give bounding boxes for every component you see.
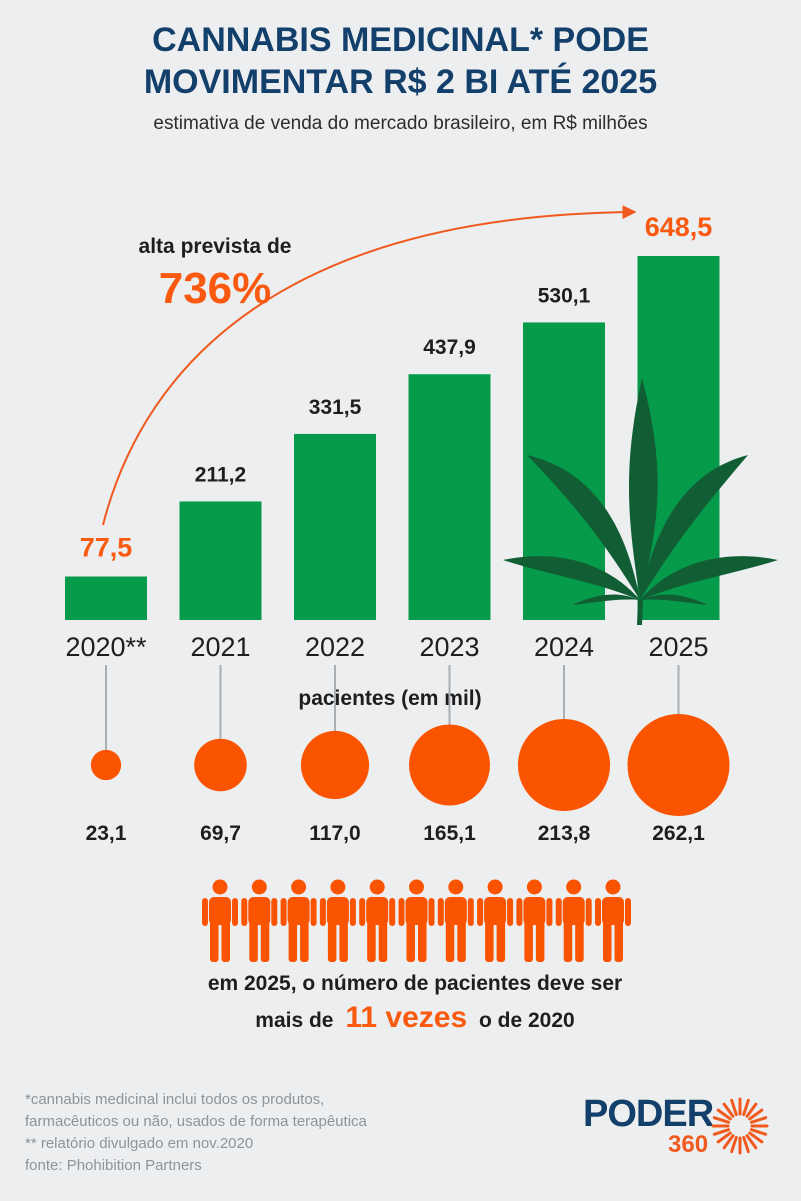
bar-value-label: 648,5 (645, 212, 713, 242)
bar-2020 (65, 576, 147, 620)
bar-value-label: 77,5 (80, 532, 133, 562)
people-row (202, 879, 631, 962)
patient-bubble (90, 749, 122, 781)
year-label: 2023 (419, 632, 479, 662)
person-icon (359, 879, 396, 962)
person-icon (477, 879, 514, 962)
caption-suffix: o de 2020 (479, 1009, 575, 1032)
bar-2023 (408, 374, 491, 620)
people-caption-line2: mais de 11 vezes o de 2020 (255, 1001, 574, 1034)
patient-bubble (300, 730, 370, 800)
bar-value-label: 530,1 (538, 284, 591, 307)
title-line-1: CANNABIS MEDICINAL* PODE (152, 21, 649, 59)
bar-value-label: 211,2 (195, 463, 246, 486)
footnote-1: *cannabis medicinal inclui todos os prod… (25, 1091, 325, 1108)
sunburst-ray (730, 1135, 738, 1154)
patient-value-label: 213,8 (538, 822, 591, 845)
bar-value-label: 331,5 (309, 396, 362, 419)
poder360-logo: PODER 360 (583, 1093, 783, 1163)
person-icon (319, 879, 356, 962)
patient-value-label: 69,7 (200, 822, 241, 845)
bar-2021 (179, 501, 262, 620)
person-icon (280, 879, 317, 962)
sunburst-ray (712, 1116, 731, 1124)
footnote-2: farmacêuticos ou não, usados de forma te… (25, 1113, 367, 1130)
patient-value-label: 23,1 (86, 822, 127, 845)
bar-value-label: 437,9 (423, 336, 476, 359)
growth-label: alta prevista de (139, 235, 292, 258)
patient-bubbles (90, 714, 730, 816)
growth-value: 736% (159, 264, 272, 313)
patient-bubble (517, 718, 611, 812)
bar-2022 (294, 433, 376, 620)
people-caption-line1: em 2025, o número de pacientes deve ser (208, 972, 622, 995)
person-icon (398, 879, 435, 962)
person-icon (516, 879, 553, 962)
patient-bubble (627, 714, 730, 816)
sunburst-ray (722, 1102, 735, 1118)
person-icon (241, 879, 278, 962)
patient-value-label: 117,0 (309, 822, 360, 845)
sunburst-ray (716, 1131, 732, 1144)
sunburst-ray (742, 1098, 750, 1117)
person-icon (595, 879, 631, 962)
logo-word: PODER (583, 1093, 714, 1135)
sunburst-ray (722, 1134, 735, 1150)
patient-connectors (105, 665, 680, 750)
person-icon (437, 879, 474, 962)
patient-bubble (409, 724, 490, 806)
sunburst-ray (748, 1108, 764, 1121)
footnote-3: ** relatório divulgado em nov.2020 (25, 1135, 254, 1152)
sunburst-ray (730, 1098, 738, 1117)
year-axis: 2020** 2021 2022 2023 2024 2025 (65, 632, 708, 662)
caption-prefix: mais de (255, 1009, 333, 1032)
year-label: 2022 (305, 632, 365, 662)
person-icon (202, 879, 238, 962)
title-line-2: MOVIMENTAR R$ 2 BI ATÉ 2025 (143, 63, 658, 101)
patient-bubble (194, 738, 247, 792)
sunburst-ray (742, 1135, 750, 1154)
footnote-source: fonte: Phohibition Partners (25, 1157, 202, 1174)
sunburst-icon (711, 1097, 769, 1155)
patient-value-label: 165,1 (423, 822, 476, 845)
patients-title: pacientes (em mil) (298, 687, 481, 710)
sunburst-ray (745, 1102, 758, 1118)
year-label: 2021 (190, 632, 250, 662)
subtitle: estimativa de venda do mercado brasileir… (153, 113, 648, 134)
cannabis-leaf-icon (503, 378, 778, 625)
logo-number: 360 (668, 1131, 709, 1158)
sunburst-ray (749, 1116, 768, 1124)
patient-labels: 23,1 69,7 117,0 165,1 213,8 262,1 (86, 822, 706, 845)
sunburst-ray (716, 1108, 732, 1121)
sunburst-ray (712, 1128, 731, 1136)
patient-value-label: 262,1 (652, 822, 705, 845)
year-label: 2020** (65, 632, 147, 662)
year-label: 2024 (534, 632, 594, 662)
bar-value-labels: 77,5 211,2 331,5 437,9 530,1 648,5 (80, 212, 713, 562)
sunburst-ray (745, 1134, 758, 1150)
sunburst-ray (748, 1131, 764, 1144)
growth-arrow (102, 205, 637, 526)
year-label: 2025 (648, 632, 708, 662)
caption-highlight: 11 vezes (345, 1001, 467, 1034)
sunburst-ray (749, 1128, 768, 1136)
person-icon (555, 879, 592, 962)
